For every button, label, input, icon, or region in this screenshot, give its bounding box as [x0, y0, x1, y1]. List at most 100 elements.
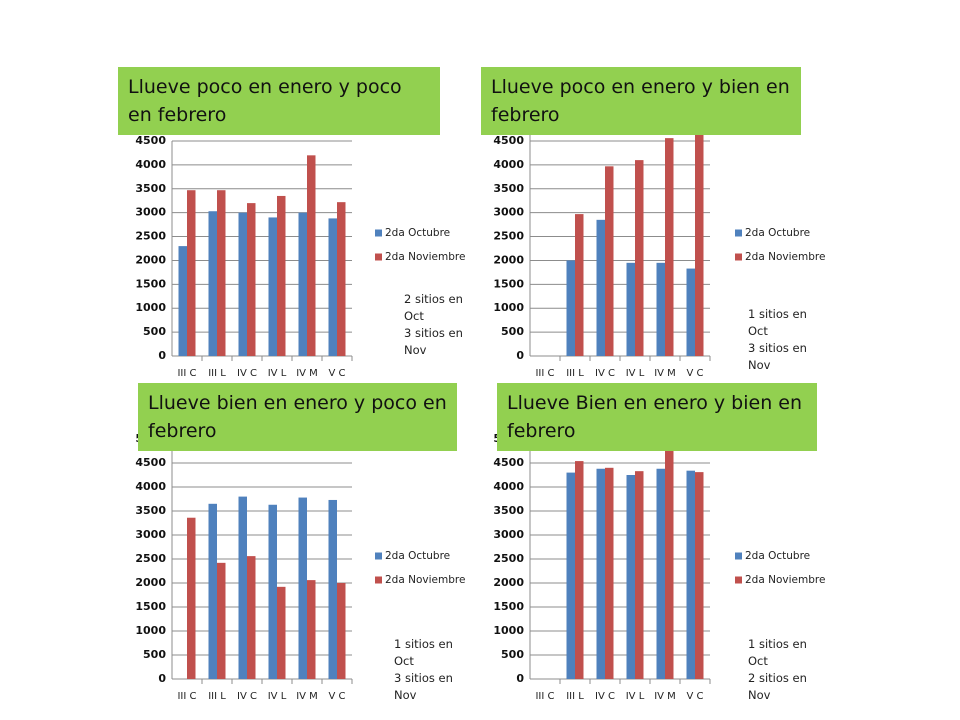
note: 1 sitios en Oct 3 sitios en Nov: [748, 306, 820, 374]
bar: [695, 132, 704, 356]
y-tick-label: 500: [143, 648, 166, 661]
y-tick-label: 3000: [493, 528, 524, 541]
y-tick-label: 4500: [135, 456, 166, 469]
y-tick-label: 3000: [493, 206, 524, 219]
y-tick-label: 1500: [135, 277, 166, 290]
bar: [605, 467, 614, 679]
bar: [277, 586, 286, 679]
y-tick-label: 2500: [493, 552, 524, 565]
legend-swatch: [735, 552, 742, 560]
y-tick-label: 0: [158, 349, 166, 362]
bar: [566, 472, 575, 679]
x-tick-label: IV C: [595, 691, 615, 702]
bar: [656, 262, 665, 356]
x-tick-label: V C: [328, 691, 345, 702]
x-tick-label: III C: [177, 368, 196, 379]
note-line: 2 sitios en Nov: [748, 671, 807, 702]
y-tick-label: 3500: [135, 504, 166, 517]
bar: [605, 166, 614, 356]
bar: [695, 472, 704, 679]
chart-title: Llueve Bien en enero y bien en febrero: [497, 383, 817, 451]
y-tick-label: 4500: [493, 134, 524, 147]
x-tick-label: IV L: [626, 368, 645, 379]
legend-label: 2da Noviembre: [745, 574, 825, 586]
bar: [247, 203, 256, 356]
y-tick-label: 0: [158, 672, 166, 685]
bar: [298, 212, 307, 356]
y-tick-label: 4000: [493, 158, 524, 171]
x-tick-label: III C: [177, 691, 196, 702]
legend-swatch: [735, 229, 742, 237]
x-tick-label: III C: [535, 691, 554, 702]
legend-label: 2da Noviembre: [745, 251, 825, 263]
y-tick-label: 3500: [493, 182, 524, 195]
x-tick-label: III L: [208, 691, 226, 702]
y-tick-label: 3500: [135, 182, 166, 195]
note: 1 sitios en Oct 3 sitios en Nov: [394, 636, 466, 704]
legend-swatch: [375, 576, 382, 584]
legend-swatch: [375, 229, 382, 237]
note-line: 1 sitios en Oct: [748, 637, 807, 668]
x-tick-label: IV M: [296, 691, 318, 702]
y-tick-label: 2000: [493, 576, 524, 589]
x-tick-label: IV M: [654, 691, 676, 702]
bar: [626, 475, 635, 679]
bar: [268, 217, 277, 356]
x-tick-label: V C: [328, 368, 345, 379]
bar: [208, 503, 217, 679]
y-tick-label: 1500: [135, 600, 166, 613]
bar: [217, 190, 226, 356]
x-tick-label: IV M: [654, 368, 676, 379]
x-tick-label: III L: [208, 368, 226, 379]
y-tick-label: 3500: [493, 504, 524, 517]
legend-label: 2da Noviembre: [385, 251, 465, 263]
bar: [566, 260, 575, 356]
x-tick-label: IV C: [237, 691, 257, 702]
bar: [686, 470, 695, 679]
bar: [665, 138, 674, 356]
legend-label: 2da Octubre: [385, 550, 450, 562]
bar: [575, 461, 584, 679]
legend-label: 2da Octubre: [385, 227, 450, 239]
bar: [337, 202, 346, 356]
note-line: 3 sitios en Nov: [748, 341, 807, 372]
bar: [217, 562, 226, 679]
note-line: 1 sitios en Oct: [394, 637, 453, 668]
y-tick-label: 0: [516, 349, 524, 362]
bar: [337, 583, 346, 679]
bar: [277, 195, 286, 356]
note: 2 sitios en Oct 3 sitios en Nov: [404, 291, 476, 359]
legend-swatch: [735, 253, 742, 261]
legend-label: 2da Noviembre: [385, 574, 465, 586]
y-tick-label: 2500: [135, 230, 166, 243]
bar: [187, 517, 196, 679]
x-tick-label: V C: [686, 691, 703, 702]
y-tick-label: 1500: [493, 600, 524, 613]
y-tick-label: 1000: [493, 301, 524, 314]
x-tick-label: III L: [566, 691, 584, 702]
legend-label: 2da Octubre: [745, 227, 810, 239]
x-tick-label: V C: [686, 368, 703, 379]
y-tick-label: 0: [516, 672, 524, 685]
y-tick-label: 4500: [493, 456, 524, 469]
legend-swatch: [375, 552, 382, 560]
bar: [686, 268, 695, 356]
bar: [178, 246, 187, 356]
y-tick-label: 3000: [135, 206, 166, 219]
bar: [307, 155, 316, 356]
y-tick-label: 500: [501, 648, 524, 661]
bar: [187, 190, 196, 356]
y-tick-label: 2000: [135, 253, 166, 266]
chart-title: Llueve poco en enero y bien en febrero: [481, 67, 801, 135]
x-tick-label: IV M: [296, 368, 318, 379]
bar: [298, 497, 307, 679]
x-tick-label: IV C: [237, 368, 257, 379]
chart-title: Llueve poco en enero y poco en febrero: [118, 67, 440, 135]
y-tick-label: 1000: [135, 624, 166, 637]
y-tick-label: 2500: [493, 230, 524, 243]
bar: [328, 218, 337, 356]
bar: [575, 214, 584, 356]
y-tick-label: 4000: [135, 480, 166, 493]
